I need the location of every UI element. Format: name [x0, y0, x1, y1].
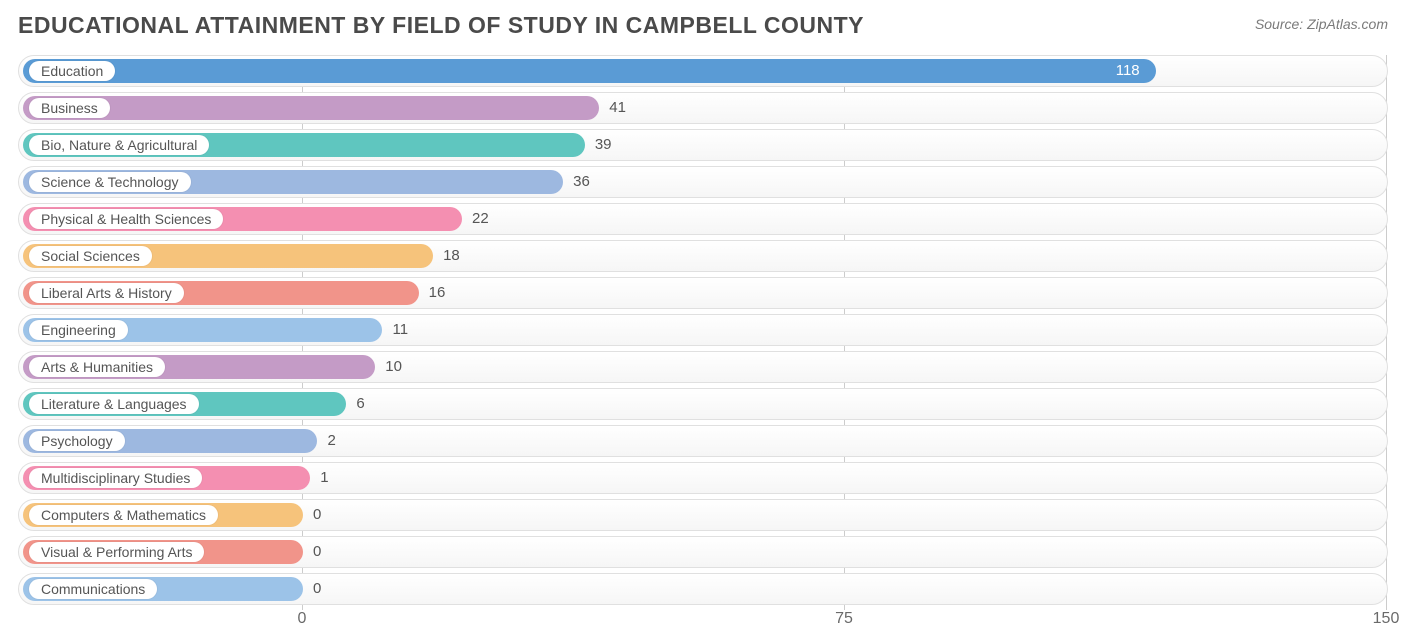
bar-value: 22	[472, 204, 489, 234]
bar-row: Arts & Humanities 10	[18, 351, 1388, 383]
bar-value: 41	[609, 93, 626, 123]
x-tick-label: 150	[1373, 610, 1400, 628]
bar-label: Computers & Mathematics	[29, 505, 218, 525]
bar-value: 39	[595, 130, 612, 160]
bar-label: Arts & Humanities	[29, 357, 165, 377]
chart-header: EDUCATIONAL ATTAINMENT BY FIELD OF STUDY…	[18, 12, 1388, 39]
x-tick-label: 75	[835, 610, 853, 628]
bar-value: 10	[385, 352, 402, 382]
bar-row: Physical & Health Sciences 22	[18, 203, 1388, 235]
bar-value: 1	[320, 463, 328, 493]
bar-fill	[23, 59, 1156, 83]
bar-label: Literature & Languages	[29, 394, 199, 414]
bar-value: 36	[573, 167, 590, 197]
bar-label: Visual & Performing Arts	[29, 542, 204, 562]
bar-value: 6	[356, 389, 364, 419]
x-tick-label: 0	[298, 610, 307, 628]
bar-row: Science & Technology 36	[18, 166, 1388, 198]
bar-row: Computers & Mathematics 0	[18, 499, 1388, 531]
bar-row: Literature & Languages 6	[18, 388, 1388, 420]
bar-row: Multidisciplinary Studies 1	[18, 462, 1388, 494]
bar-row: Engineering 11	[18, 314, 1388, 346]
bar-row: Bio, Nature & Agricultural 39	[18, 129, 1388, 161]
plot-area: Education118Business41Bio, Nature & Agri…	[18, 55, 1388, 605]
bar-label: Liberal Arts & History	[29, 283, 184, 303]
chart-container: EDUCATIONAL ATTAINMENT BY FIELD OF STUDY…	[0, 0, 1406, 632]
bar-row: Visual & Performing Arts 0	[18, 536, 1388, 568]
bar-value: 118	[1116, 56, 1140, 86]
bar-value: 0	[313, 537, 321, 567]
bar-label: Communications	[29, 579, 157, 599]
bar-label: Business	[29, 98, 110, 118]
bar-value: 16	[429, 278, 446, 308]
bar-label: Social Sciences	[29, 246, 152, 266]
bar-row: Business 41	[18, 92, 1388, 124]
bar-value: 0	[313, 574, 321, 604]
bar-label: Multidisciplinary Studies	[29, 468, 202, 488]
chart-title: EDUCATIONAL ATTAINMENT BY FIELD OF STUDY…	[18, 12, 864, 39]
bar-row: Psychology 2	[18, 425, 1388, 457]
bar-value: 18	[443, 241, 460, 271]
bar-label: Psychology	[29, 431, 125, 451]
bar-label: Education	[29, 61, 115, 81]
bar-row: Liberal Arts & History 16	[18, 277, 1388, 309]
bar-row: Communications 0	[18, 573, 1388, 605]
bar-label: Physical & Health Sciences	[29, 209, 223, 229]
bar-value: 0	[313, 500, 321, 530]
bar-value: 11	[392, 315, 408, 345]
bar-row: Education 118	[18, 55, 1388, 87]
bar-label: Bio, Nature & Agricultural	[29, 135, 209, 155]
bar-label: Engineering	[29, 320, 128, 340]
bar-label: Science & Technology	[29, 172, 191, 192]
bar-value: 2	[327, 426, 335, 456]
chart-source: Source: ZipAtlas.com	[1255, 16, 1388, 32]
x-axis: 075150	[18, 610, 1388, 638]
bar-row: Social Sciences 18	[18, 240, 1388, 272]
